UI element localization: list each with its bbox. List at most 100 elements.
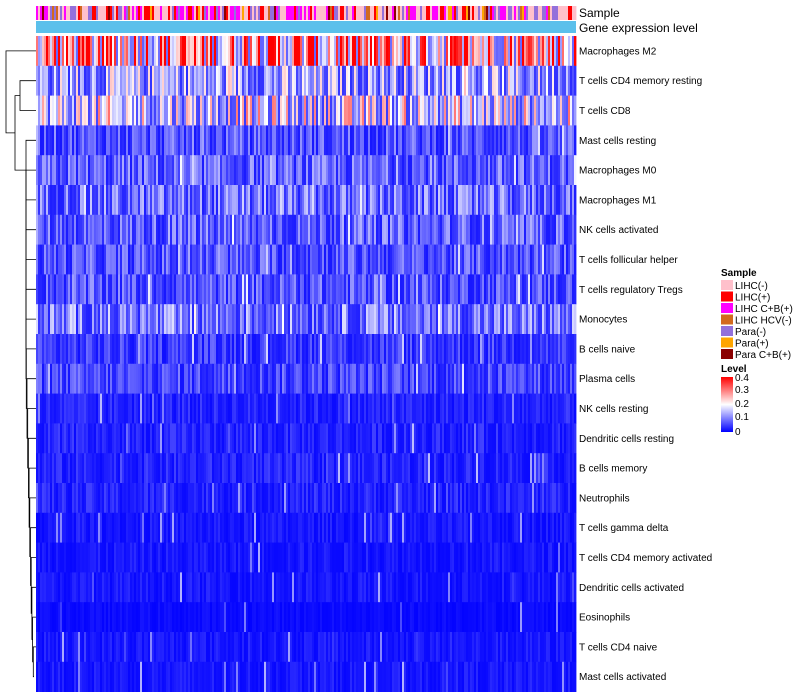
heatmap-cell — [518, 512, 521, 543]
heatmap-cell — [568, 185, 571, 216]
heatmap-cell — [306, 214, 309, 245]
heatmap-cell — [244, 244, 247, 275]
heatmap-cell — [248, 453, 251, 484]
heatmap-cell — [436, 512, 439, 543]
heatmap-cell — [424, 155, 427, 186]
heatmap-cell — [410, 155, 413, 186]
heatmap-cell — [374, 244, 377, 275]
heatmap-cell — [258, 423, 261, 454]
heatmap-cell — [334, 334, 337, 365]
heatmap-cell — [424, 483, 427, 514]
heatmap-cell — [192, 185, 195, 216]
sample-annotation-cell — [340, 6, 343, 20]
heatmap-cell — [270, 423, 273, 454]
heatmap-cell — [52, 512, 55, 543]
heatmap-cell — [298, 36, 301, 67]
sample-annotation-cell — [510, 6, 513, 20]
heatmap-cell — [106, 214, 109, 245]
heatmap-cell — [52, 274, 55, 305]
heatmap-cell — [218, 65, 221, 96]
sample-annotation-cell — [380, 6, 383, 20]
heatmap-cell — [252, 304, 255, 335]
heatmap-cell — [418, 304, 421, 335]
sample-annotation-cell — [224, 6, 227, 20]
heatmap-cell — [206, 393, 209, 424]
sample-annotation-cell — [168, 6, 171, 20]
heatmap-cell — [128, 214, 131, 245]
heatmap-cell — [202, 393, 205, 424]
heatmap-cell — [564, 125, 567, 156]
heatmap-cell — [308, 244, 311, 275]
heatmap-cell — [370, 185, 373, 216]
heatmap-cell — [76, 274, 79, 305]
heatmap-cell — [226, 155, 229, 186]
heatmap-cell — [526, 185, 529, 216]
sample-annotation-cell — [140, 6, 143, 20]
heatmap-cell — [440, 274, 443, 305]
heatmap-cell — [290, 453, 293, 484]
heatmap-cell — [212, 363, 215, 394]
heatmap-cell — [232, 274, 235, 305]
heatmap-cell — [470, 65, 473, 96]
heatmap-cell — [186, 483, 189, 514]
heatmap-cell — [102, 36, 105, 67]
heatmap-cell — [426, 483, 429, 514]
heatmap-cell — [244, 155, 247, 186]
heatmap-cell — [266, 274, 269, 305]
heatmap-cell — [208, 36, 211, 67]
heatmap-cell — [402, 334, 405, 365]
heatmap-cell — [424, 214, 427, 245]
heatmap-cell — [242, 334, 245, 365]
heatmap-cell — [224, 125, 227, 156]
heatmap-cell — [526, 453, 529, 484]
heatmap-cell — [440, 334, 443, 365]
heatmap-cell — [214, 65, 217, 96]
heatmap-cell — [370, 304, 373, 335]
heatmap-cell — [302, 125, 305, 156]
heatmap-cell — [374, 65, 377, 96]
heatmap-cell — [472, 244, 475, 275]
heatmap-cell — [462, 363, 465, 394]
heatmap-cell — [376, 423, 379, 454]
heatmap-cell — [162, 36, 165, 67]
sample-annotation-cell — [466, 6, 469, 20]
heatmap-cell — [510, 453, 513, 484]
heatmap-cell — [226, 36, 229, 67]
sample-annotation-cell — [472, 6, 475, 20]
sample-annotation-cell — [542, 6, 545, 20]
heatmap-cell — [174, 334, 177, 365]
heatmap-cell — [196, 512, 199, 543]
heatmap-cell — [456, 304, 459, 335]
heatmap-cell — [512, 244, 515, 275]
heatmap-cell — [450, 334, 453, 365]
heatmap-cell — [140, 393, 143, 424]
heatmap-cell — [344, 95, 347, 126]
heatmap-cell — [102, 423, 105, 454]
heatmap-cell — [376, 65, 379, 96]
heatmap-cell — [456, 274, 459, 305]
sample-annotation-cell — [306, 6, 309, 20]
heatmap-cell — [308, 304, 311, 335]
heatmap-cell — [474, 244, 477, 275]
heatmap-cell — [160, 95, 163, 126]
heatmap-cell — [80, 214, 83, 245]
heatmap-cell — [82, 393, 85, 424]
heatmap-cell — [212, 423, 215, 454]
heatmap-cell — [162, 185, 165, 216]
heatmap-cell — [518, 483, 521, 514]
heatmap-cell — [428, 95, 431, 126]
heatmap-cell — [320, 334, 323, 365]
heatmap-cell — [376, 36, 379, 67]
heatmap-cell — [254, 125, 257, 156]
heatmap-cell — [294, 483, 297, 514]
heatmap-cell — [170, 155, 173, 186]
heatmap-cell — [94, 155, 97, 186]
heatmap-cell — [416, 512, 419, 543]
heatmap-cell — [550, 214, 553, 245]
heatmap-cell — [100, 36, 103, 67]
heatmap-cell — [540, 453, 543, 484]
heatmap-cell — [438, 453, 441, 484]
heatmap-cell — [390, 512, 393, 543]
sample-annotation-cell — [350, 6, 353, 20]
heatmap-cell — [404, 512, 407, 543]
